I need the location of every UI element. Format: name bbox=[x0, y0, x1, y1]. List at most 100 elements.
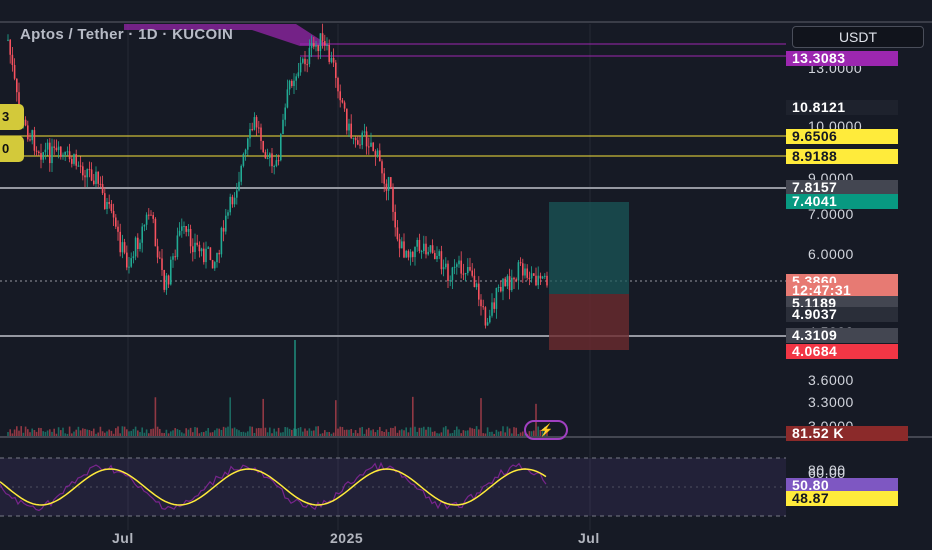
volume-bar bbox=[218, 428, 220, 436]
candle-body bbox=[440, 251, 443, 270]
volume-bar bbox=[390, 427, 392, 436]
candle-body bbox=[497, 286, 500, 288]
volume-bar bbox=[405, 427, 407, 436]
volume-bar bbox=[262, 398, 264, 436]
volume-bar bbox=[253, 433, 256, 436]
candle-body bbox=[216, 252, 218, 263]
candle-body bbox=[29, 139, 31, 141]
candle-body bbox=[244, 149, 247, 154]
candle-body bbox=[205, 248, 207, 263]
candle-body bbox=[429, 245, 432, 252]
candle-body bbox=[119, 231, 121, 253]
volume-bar bbox=[88, 429, 91, 436]
candle-body bbox=[407, 250, 410, 258]
candle-body bbox=[231, 196, 234, 205]
candle-body bbox=[280, 134, 282, 161]
candle-body bbox=[60, 146, 62, 157]
volume-bar bbox=[49, 429, 51, 436]
candle-body bbox=[528, 277, 531, 279]
candle-body bbox=[11, 54, 14, 66]
price-tag-yellow: 9.6506 bbox=[786, 129, 898, 144]
candle-body bbox=[471, 270, 473, 276]
currency-selector[interactable]: USDT bbox=[792, 26, 924, 48]
volume-bar bbox=[546, 431, 548, 436]
volume-bar bbox=[541, 431, 544, 436]
candle-body bbox=[304, 58, 306, 65]
candle-body bbox=[284, 107, 286, 120]
volume-bar bbox=[209, 432, 212, 436]
candle-body bbox=[299, 62, 302, 73]
candle-body bbox=[115, 217, 117, 227]
candle-body bbox=[253, 117, 256, 130]
candle-body bbox=[264, 152, 267, 159]
volume-bar bbox=[273, 428, 275, 436]
candle-body bbox=[277, 160, 280, 162]
volume-bar bbox=[324, 430, 326, 436]
volume-bar bbox=[29, 432, 31, 436]
candle-body bbox=[524, 268, 526, 276]
candle-body bbox=[165, 275, 168, 290]
volume-bar bbox=[161, 432, 163, 436]
candle-body bbox=[159, 257, 161, 259]
candle-body bbox=[7, 39, 9, 41]
volume-bar bbox=[403, 430, 405, 436]
candle-body bbox=[458, 260, 460, 265]
candle-body bbox=[379, 150, 381, 162]
price-tag-yellow: 8.9188 bbox=[786, 149, 898, 164]
candle-body bbox=[189, 228, 192, 247]
candle-body bbox=[436, 255, 438, 260]
candle-body bbox=[427, 251, 429, 255]
candle-body bbox=[174, 256, 176, 258]
volume-bar bbox=[425, 429, 427, 436]
volume-bar bbox=[181, 432, 183, 436]
candle-body bbox=[332, 57, 335, 63]
volume-bar bbox=[295, 428, 297, 436]
candle-body bbox=[539, 275, 542, 279]
candle-body bbox=[167, 275, 170, 285]
candle-body bbox=[163, 269, 165, 290]
volume-bar bbox=[53, 428, 55, 436]
volume-bar bbox=[302, 431, 304, 436]
volume-bar bbox=[244, 432, 247, 436]
volume-bar bbox=[227, 426, 229, 436]
candle-body bbox=[374, 151, 377, 157]
symbol-title[interactable]: Aptos / Tether · 1D · KUCOIN bbox=[20, 26, 234, 43]
volume-bar bbox=[178, 430, 181, 436]
volume-bar bbox=[196, 427, 198, 436]
volume-bar bbox=[361, 426, 363, 436]
candle-body bbox=[385, 183, 388, 191]
volume-bar bbox=[486, 427, 489, 436]
volume-bar bbox=[352, 432, 355, 436]
candle-body bbox=[504, 278, 506, 287]
candle-body bbox=[141, 226, 143, 243]
volume-bar bbox=[462, 430, 465, 436]
candle-body bbox=[365, 131, 368, 147]
candle-body bbox=[49, 142, 51, 164]
candle-body bbox=[128, 266, 130, 268]
candle-body bbox=[403, 241, 405, 258]
candle-body bbox=[117, 226, 119, 232]
volume-bar bbox=[229, 397, 231, 436]
volume-bar bbox=[348, 429, 350, 436]
price-tag-gray: 7.8157 bbox=[786, 180, 898, 195]
volume-bar bbox=[330, 433, 333, 436]
volume-bar bbox=[247, 431, 249, 436]
volume-bar bbox=[511, 433, 513, 436]
candle-body bbox=[104, 193, 106, 210]
volume-bar bbox=[145, 429, 148, 436]
volume-bar bbox=[264, 427, 267, 436]
candle-body bbox=[423, 243, 425, 252]
candle-body bbox=[150, 214, 152, 216]
tradingview-logo-icon: ⚡ bbox=[524, 420, 568, 440]
candle-body bbox=[134, 237, 137, 257]
candle-body bbox=[297, 72, 300, 77]
volume-bar bbox=[328, 432, 330, 436]
candle-body bbox=[535, 275, 537, 286]
volume-bar bbox=[38, 427, 40, 436]
volume-bar bbox=[255, 428, 258, 436]
volume-bar bbox=[508, 428, 511, 436]
volume-bar bbox=[363, 433, 366, 436]
volume-bar bbox=[315, 426, 317, 436]
candle-body bbox=[53, 146, 55, 148]
